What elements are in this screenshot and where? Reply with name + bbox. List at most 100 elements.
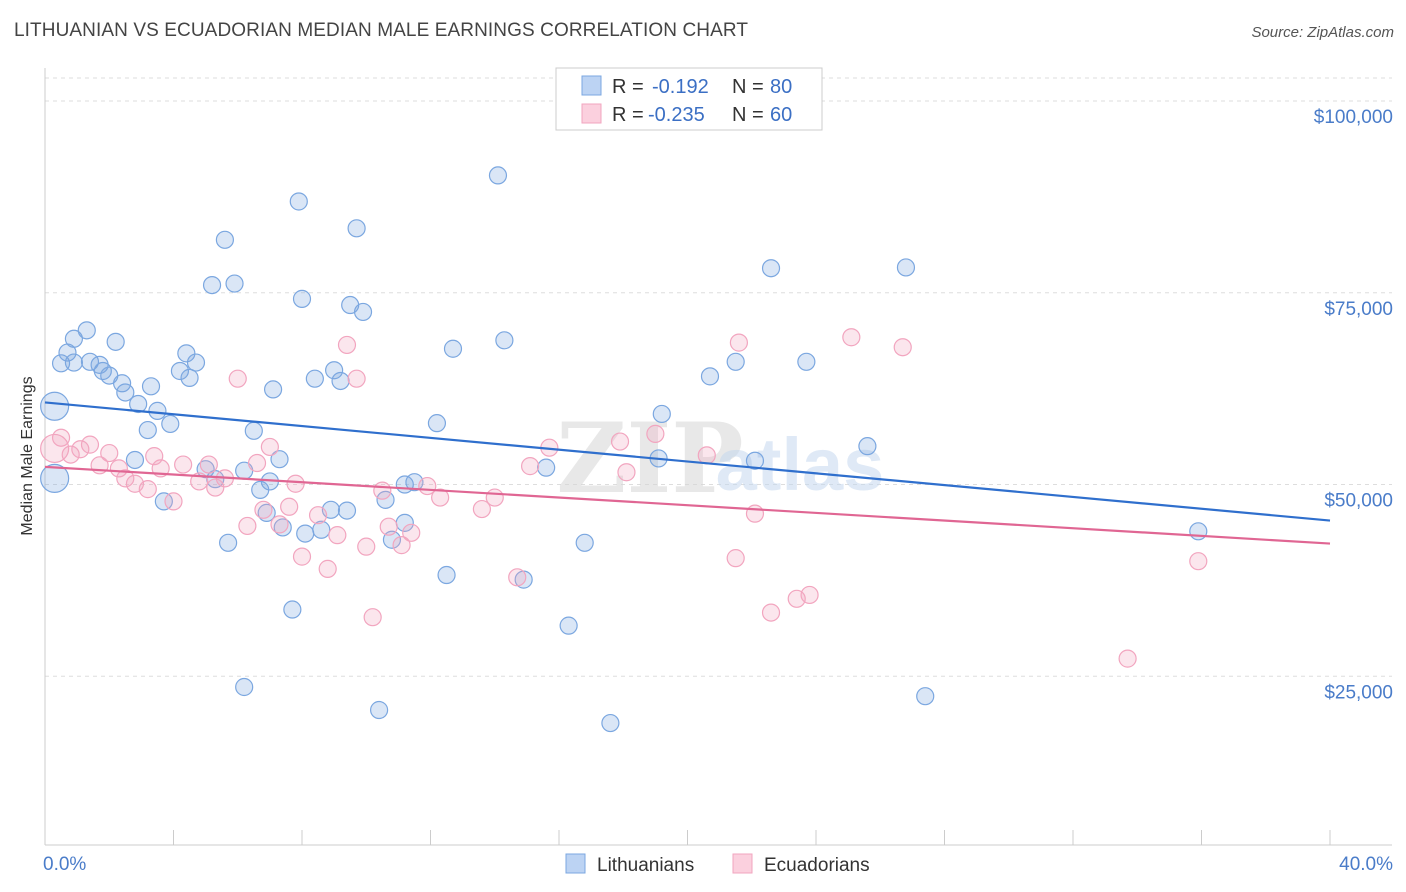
point-ecuadorians [373,481,392,500]
point-ecuadorians [431,488,450,507]
point-lithuanians [289,192,308,211]
point-lithuanians [219,533,238,552]
point-ecuadorians [71,440,90,459]
y-tick-label: $50,000 [1324,491,1393,512]
series-legend: Lithuanians Ecuadorians [565,853,870,876]
legend-swatch-lithuanians [581,75,602,96]
point-lithuanians [325,361,344,380]
point-ecuadorians [40,433,70,464]
point-lithuanians [761,259,781,278]
point-lithuanians [177,344,196,363]
point-lithuanians [916,687,935,706]
point-ecuadorians [729,333,749,352]
point-lithuanians [215,230,234,249]
point-ecuadorians [646,424,665,443]
point-lithuanians [370,700,389,720]
point-ecuadorians [174,455,193,474]
point-lithuanians [116,383,135,402]
point-lithuanians [337,501,357,520]
point-lithuanians [263,380,283,399]
point-ecuadorians [164,492,183,511]
legend-r-label: R = [612,76,644,98]
point-ecuadorians [286,474,305,493]
point-lithuanians [559,616,578,635]
point-lithuanians [138,420,157,440]
point-ecuadorians [485,488,504,507]
legend-n-label: N = [732,104,764,126]
legend-r-value: -0.192 [652,76,709,98]
y-axis-label: Median Male Earnings [19,376,36,535]
point-lithuanians [488,166,508,185]
point-lithuanians [347,219,366,238]
data-points [40,166,1208,733]
point-lithuanians [273,518,292,537]
point-lithuanians [170,361,190,381]
point-lithuanians [575,533,594,552]
point-lithuanians [292,289,312,308]
point-lithuanians [427,414,447,433]
point-lithuanians [1189,522,1208,541]
point-lithuanians [148,401,167,420]
x-tick-label-max: 40.0% [1339,854,1393,875]
point-ecuadorians [893,338,912,357]
point-ecuadorians [347,369,366,388]
point-lithuanians [125,450,145,470]
point-ecuadorians [260,437,279,457]
point-ecuadorians [247,453,267,473]
point-ecuadorians [472,499,491,519]
point-ecuadorians [800,585,819,605]
point-ecuadorians [51,428,71,447]
point-lithuanians [797,352,816,371]
point-ecuadorians [138,480,157,499]
point-lithuanians [51,354,71,373]
point-lithuanians [202,275,222,295]
axes [44,68,1392,846]
point-lithuanians [64,329,84,348]
point-lithuanians [745,451,765,470]
legend-r-value: -0.235 [648,104,705,126]
point-ecuadorians [745,504,765,523]
point-lithuanians [601,713,620,733]
point-ecuadorians [206,478,225,497]
point-lithuanians [40,391,70,421]
source-attribution: Source: ZipAtlas.com [1251,24,1394,41]
point-ecuadorians [270,515,289,534]
x-tick-label-min: 0.0% [43,854,86,875]
point-lithuanians [652,404,671,424]
point-ecuadorians [254,500,273,519]
stats-legend: R = -0.192 N = 80 R = -0.235 N = 60 [555,67,823,131]
point-lithuanians [129,394,148,414]
point-ecuadorians [1118,649,1137,668]
point-ecuadorians [328,526,347,545]
point-ecuadorians [357,537,376,556]
point-lithuanians [495,331,514,350]
point-lithuanians [726,352,745,371]
point-lithuanians [154,492,173,511]
trend-line-lithuanians [44,401,1331,522]
point-lithuanians [331,371,350,391]
point-lithuanians [270,450,289,469]
chart-title: LITHUANIAN VS ECUADORIAN MEDIAN MALE EAR… [14,20,749,41]
point-ecuadorians [697,446,716,465]
point-lithuanians [180,368,199,387]
point-lithuanians [312,520,331,539]
y-tick-label: $100,000 [1314,107,1393,128]
tick-labels: $25,000 $50,000 $75,000 $100,000 0.0% 40.0% [43,107,1393,875]
trend-line-ecuadorians [44,465,1331,545]
series-legend-label-ecuadorians: Ecuadorians [764,855,870,876]
point-ecuadorians [508,568,527,587]
point-ecuadorians [228,369,247,388]
point-ecuadorians [761,603,781,622]
point-lithuanians [283,600,302,619]
y-tick-label: $75,000 [1324,299,1393,320]
point-ecuadorians [1189,552,1208,571]
point-lithuanians [437,565,456,585]
series-legend-swatch-lithuanians [565,853,586,874]
point-lithuanians [141,377,161,396]
point-ecuadorians [116,469,135,488]
point-lithuanians [896,258,916,277]
legend-swatch-ecuadorians [581,103,602,124]
point-ecuadorians [842,328,861,347]
point-ecuadorians [726,549,745,568]
